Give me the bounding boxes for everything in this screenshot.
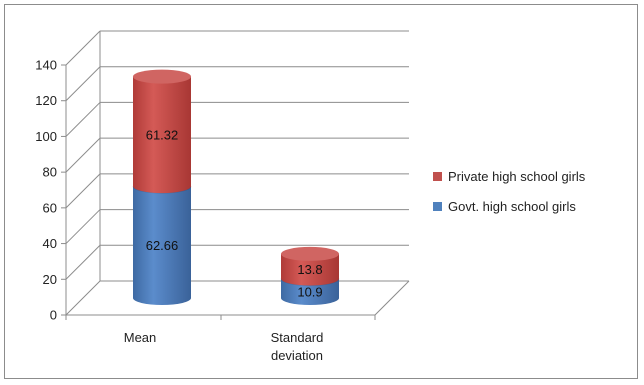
bar-body — [281, 253, 339, 286]
category-label: Standard deviation — [271, 330, 324, 363]
bar-body — [281, 278, 339, 305]
data-label: 10.9 — [297, 284, 322, 299]
gridline-side — [65, 66, 101, 102]
gridline-side — [65, 137, 101, 173]
y-tick-label: 80 — [43, 165, 57, 180]
y-tick-label: 100 — [35, 129, 57, 144]
bars — [132, 69, 340, 305]
bar-body — [133, 186, 191, 305]
gridline-side — [65, 244, 101, 280]
legend-label: Private high school girls — [448, 169, 586, 184]
category-label: Mean — [124, 330, 157, 345]
data-label: 61.32 — [146, 127, 179, 142]
data-label: 62.66 — [146, 238, 179, 253]
grid — [65, 30, 410, 316]
legend-swatch — [433, 172, 442, 181]
y-tick-label: 140 — [35, 58, 57, 73]
category-label-line: Mean — [124, 330, 157, 345]
bar-body — [133, 76, 191, 194]
y-tick-label: 40 — [43, 236, 57, 251]
gridline-side — [65, 102, 101, 137]
category-label-line: Standard — [271, 330, 324, 345]
x-axis-labels: Mean Standard deviation — [124, 330, 324, 363]
y-tick-label: 20 — [43, 272, 57, 287]
y-tick-label: 60 — [43, 200, 57, 215]
legend-swatch — [433, 202, 442, 211]
data-labels: 62.66 61.32 10.9 13.8 — [146, 127, 323, 299]
gridline-side — [65, 30, 101, 66]
category-label-line: deviation — [271, 348, 323, 363]
bar-segment — [281, 246, 339, 286]
gridline-side — [65, 209, 101, 244]
y-tick-label: 120 — [35, 93, 57, 108]
y-tick-label: 0 — [50, 308, 57, 323]
legend: Private high school girls Govt. high scho… — [433, 169, 586, 214]
y-axis: 0 20 40 60 80 100 120 140 — [35, 58, 376, 323]
bar-top — [133, 69, 191, 84]
gridline-side — [65, 173, 101, 209]
gridline-side — [65, 280, 101, 316]
floor-right-edge — [374, 280, 410, 316]
legend-label: Govt. high school girls — [448, 199, 576, 214]
bar-segment — [133, 69, 191, 194]
bar-top — [281, 246, 339, 261]
data-label: 13.8 — [297, 262, 322, 277]
